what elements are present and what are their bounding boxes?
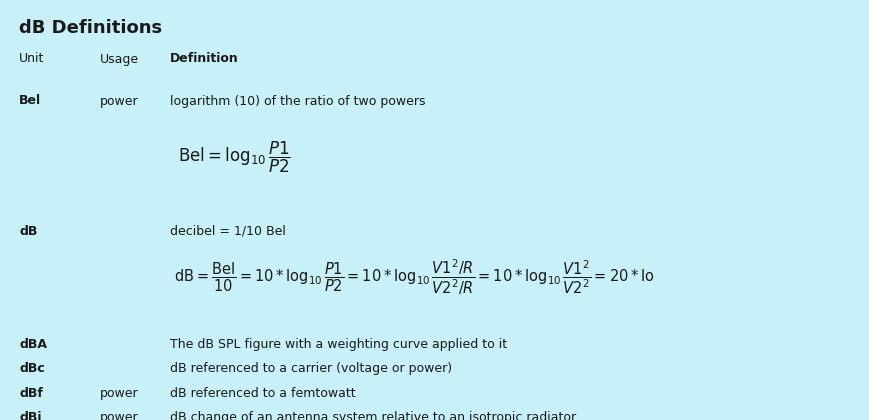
Text: dB change of an antenna system relative to an isotropic radiator: dB change of an antenna system relative … xyxy=(169,411,575,420)
Text: power: power xyxy=(100,411,138,420)
Text: power: power xyxy=(100,94,138,108)
Text: Definition: Definition xyxy=(169,52,238,66)
Text: $\mathregular{dB} = \dfrac{\mathregular{Bel}}{10} = 10 * \log_{10} \dfrac{P1}{P2: $\mathregular{dB} = \dfrac{\mathregular{… xyxy=(174,257,654,297)
Text: Unit: Unit xyxy=(19,52,44,66)
Text: $\mathregular{Bel} = \log_{10} \dfrac{P1}{P2}$: $\mathregular{Bel} = \log_{10} \dfrac{P1… xyxy=(178,140,291,175)
Text: Usage: Usage xyxy=(100,52,139,66)
Text: dB referenced to a femtowatt: dB referenced to a femtowatt xyxy=(169,387,355,400)
Text: dB referenced to a carrier (voltage or power): dB referenced to a carrier (voltage or p… xyxy=(169,362,451,375)
Text: dBi: dBi xyxy=(19,411,42,420)
Text: The dB SPL figure with a weighting curve applied to it: The dB SPL figure with a weighting curve… xyxy=(169,338,507,351)
Text: dB: dB xyxy=(19,225,37,238)
Text: dB Definitions: dB Definitions xyxy=(19,19,163,37)
Text: dBc: dBc xyxy=(19,362,45,375)
Text: decibel = 1/10 Bel: decibel = 1/10 Bel xyxy=(169,225,285,238)
Text: dBf: dBf xyxy=(19,387,43,400)
Text: dBA: dBA xyxy=(19,338,47,351)
Text: power: power xyxy=(100,387,138,400)
Text: Bel: Bel xyxy=(19,94,41,108)
Text: logarithm (10) of the ratio of two powers: logarithm (10) of the ratio of two power… xyxy=(169,94,425,108)
